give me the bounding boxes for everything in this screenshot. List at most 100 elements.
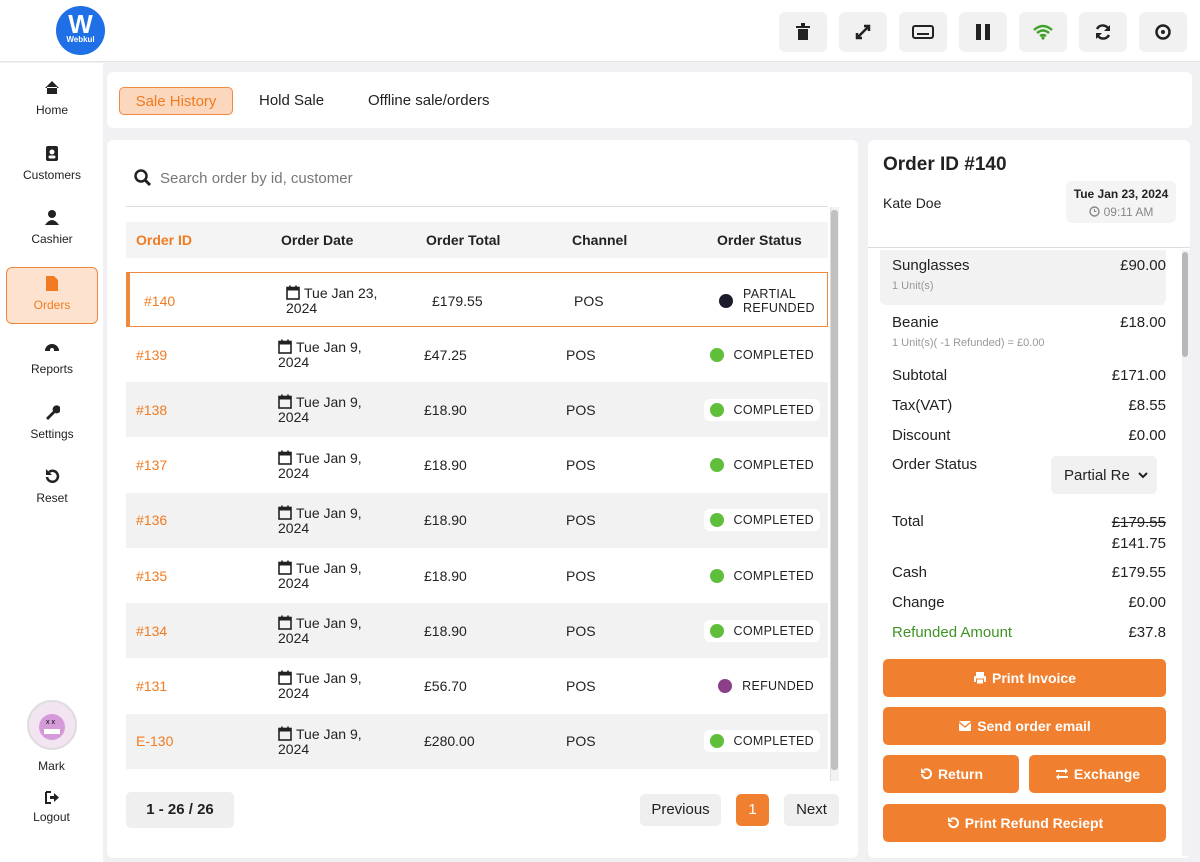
order-id: E-130 (136, 733, 174, 750)
nav-item[interactable]: Customers (6, 138, 98, 195)
summary-value: £171.00 (1111, 367, 1166, 384)
column-header: Order Total (426, 232, 501, 248)
order-total: £18.90 (424, 512, 467, 529)
logo[interactable]: W Webkul (56, 6, 105, 55)
status-text: REFUNDED (742, 678, 814, 693)
order-id: #138 (136, 401, 168, 418)
order-date: Tue Jan 9, 2024 (278, 603, 396, 658)
status: COMPLETED (703, 438, 820, 493)
status-text: COMPLETED (733, 347, 814, 362)
order-date: Tue Jan 9, 2024 (278, 438, 396, 493)
order-id: #137 (136, 457, 168, 474)
fullscreen-button[interactable] (839, 12, 887, 52)
channel: POS (574, 292, 604, 309)
svg-text:x x: x x (46, 719, 55, 726)
channel: POS (566, 622, 596, 639)
summary-value: £8.55 (1128, 397, 1166, 414)
payment-label: Cash (892, 564, 928, 581)
channel: POS (566, 457, 596, 474)
status: COMPLETED (703, 493, 820, 548)
order-row[interactable]: #138 Tue Jan 9, 2024 £18.90 POS COMPLETED (126, 382, 828, 438)
top-bar: W Webkul (0, 0, 1200, 62)
nav-icon (46, 145, 58, 161)
order-row[interactable]: #137 Tue Jan 9, 2024 £18.90 POS COMPLETED (126, 438, 828, 493)
tab[interactable]: Offline sale/orders (368, 92, 490, 109)
channel: POS (566, 401, 596, 418)
status-pill: PARTIAL REFUNDED (713, 282, 815, 319)
date-text: Tue Jan 9, 2024 (278, 504, 362, 536)
column-header: Order Date (281, 232, 354, 248)
date-text: Tue Jan 9, 2024 (278, 725, 362, 757)
pagination-range: 1 - 26 / 26 (126, 792, 234, 828)
wifi-button[interactable] (1019, 12, 1067, 52)
order-row[interactable]: #136 Tue Jan 9, 2024 £18.90 POS COMPLETED (126, 492, 828, 548)
nav-item[interactable]: Home (6, 73, 98, 130)
order-total: £47.25 (424, 346, 467, 363)
refund-button[interactable]: Print Refund Reciept (883, 804, 1166, 842)
summary-label: Tax(VAT) (892, 397, 953, 414)
tab[interactable]: Sale History (119, 87, 233, 115)
status: PARTIAL REFUNDED (713, 273, 815, 328)
avatar[interactable]: x x (27, 700, 77, 750)
order-id: #139 (136, 346, 168, 363)
settings-button[interactable] (1139, 12, 1187, 52)
next-button[interactable]: Next (784, 794, 839, 826)
keyboard-button[interactable] (899, 12, 947, 52)
order-date: Tue Jan 9, 2024 (278, 548, 396, 603)
status-dot (709, 347, 724, 362)
channel: POS (566, 346, 596, 363)
item-units: 1 Unit(s) (892, 280, 934, 292)
button-label: Print Refund Reciept (964, 815, 1104, 831)
order-row[interactable]: #134 Tue Jan 9, 2024 £18.90 POS COMPLETED (126, 603, 828, 659)
exchange-button[interactable]: Exchange (1029, 755, 1166, 793)
tab[interactable]: Hold Sale (259, 92, 325, 109)
tabs-panel (107, 72, 1192, 128)
order-total: £18.90 (424, 457, 467, 474)
button-label: Exchange (1073, 766, 1141, 782)
nav-item[interactable]: Settings (6, 397, 98, 454)
status-select[interactable]: Partial Re (1051, 456, 1157, 494)
order-row[interactable]: #131 Tue Jan 9, 2024 £56.70 POS REFUNDED (126, 658, 828, 713)
table-header: Order ID Order Date Order Total Channel Orde… (126, 222, 828, 258)
order-date: Tue Jan 9, 2024 (278, 327, 396, 382)
logout[interactable]: Logout (0, 791, 103, 824)
item-price: £18.00 (1120, 314, 1166, 331)
page-button[interactable]: 1 (736, 794, 769, 826)
previous-button[interactable]: Previous (640, 794, 721, 826)
date-text: Tue Jan 9, 2024 (278, 670, 362, 702)
date-wrap: Tue Jan 9, 2024 (278, 450, 396, 481)
nav-item[interactable]: Reset (6, 461, 98, 518)
nav-item[interactable]: Cashier (6, 202, 98, 259)
status-label: Order Status (892, 456, 978, 473)
status-pill: REFUNDED (712, 674, 820, 697)
status: REFUNDED (712, 658, 820, 713)
payment-value: £0.00 (1128, 594, 1166, 611)
email-button[interactable]: Send order email (883, 707, 1166, 745)
customer-name: Kate Doe (883, 195, 942, 211)
status-dot (709, 734, 724, 749)
date-text: Tue Jan 9, 2024 (278, 615, 362, 647)
order-row[interactable]: #140 Tue Jan 23, 2024 £179.55 POS PARTIAL RE… (126, 272, 828, 327)
item-name: Sunglasses (892, 257, 970, 274)
nav-item[interactable]: Orders (6, 267, 98, 325)
print-button[interactable]: Print Invoice (883, 659, 1166, 697)
order-row[interactable]: #139 Tue Jan 9, 2024 £47.25 POS COMPLETED (126, 327, 828, 382)
sync-button[interactable] (1079, 12, 1127, 52)
return-button[interactable]: Return (883, 755, 1019, 793)
item-bg (880, 250, 1166, 305)
order-row[interactable]: #135 Tue Jan 9, 2024 £18.90 POS COMPLETED (126, 548, 828, 603)
button-label: Send order email (977, 718, 1091, 734)
pause-button[interactable] (959, 12, 1007, 52)
status-text: COMPLETED (733, 513, 814, 528)
order-row[interactable]: E-130 Tue Jan 9, 2024 £280.00 POS COMPLETED (126, 713, 828, 769)
scrollbar (830, 207, 839, 781)
search-icon (134, 169, 152, 187)
nav-item[interactable]: Reports (6, 332, 98, 389)
date-text: Tue Jan 23, 2024 (286, 285, 378, 316)
search-input[interactable]: Search order by id, customer (160, 170, 353, 187)
delete-button[interactable] (779, 12, 827, 52)
summary-label: Subtotal (892, 367, 948, 384)
channel: POS (566, 733, 596, 750)
order-date: Tue Jan 9, 2024 (278, 493, 396, 548)
